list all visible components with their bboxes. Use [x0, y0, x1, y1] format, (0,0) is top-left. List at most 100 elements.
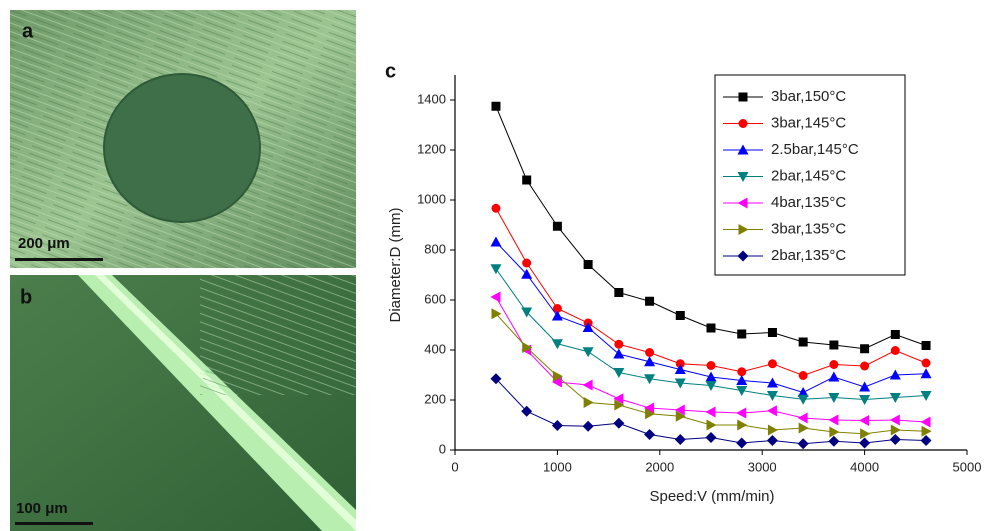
- marker: [889, 369, 901, 380]
- marker: [889, 434, 901, 445]
- marker: [737, 197, 748, 209]
- marker: [705, 432, 717, 443]
- marker: [674, 434, 686, 445]
- marker: [828, 371, 840, 382]
- x-axis-title: Speed:V (mm/min): [649, 488, 774, 505]
- marker: [552, 221, 562, 231]
- marker: [674, 364, 686, 374]
- legend-label: 2.5bar,145°C: [771, 141, 859, 158]
- marker: [613, 417, 625, 429]
- marker: [829, 340, 839, 350]
- marker: [644, 402, 655, 414]
- marker: [644, 429, 656, 440]
- x-tick-label: 5000: [953, 459, 982, 474]
- y-tick-label: 400: [424, 341, 446, 356]
- marker: [736, 386, 748, 396]
- marker: [705, 371, 717, 382]
- micrograph-b: b 100 μm: [10, 275, 356, 531]
- marker: [860, 428, 871, 440]
- marker: [614, 339, 624, 349]
- marker: [859, 381, 871, 392]
- marker: [552, 304, 562, 313]
- marker: [889, 414, 900, 426]
- marker: [889, 393, 901, 403]
- marker: [491, 203, 501, 213]
- legend-label: 3bar,145°C: [771, 114, 846, 131]
- marker: [737, 250, 749, 262]
- marker: [551, 339, 563, 350]
- marker: [644, 356, 656, 367]
- marker: [706, 419, 717, 431]
- marker: [522, 342, 533, 353]
- y-tick-label: 800: [424, 241, 446, 256]
- marker: [860, 361, 870, 371]
- marker: [645, 348, 655, 357]
- marker: [829, 426, 840, 438]
- marker: [491, 308, 502, 320]
- marker: [705, 406, 716, 418]
- x-tick-label: 1000: [543, 459, 572, 474]
- marker: [552, 370, 563, 382]
- marker: [490, 291, 501, 303]
- marker: [736, 407, 747, 419]
- marker: [859, 437, 871, 449]
- marker: [829, 360, 839, 369]
- marker: [798, 337, 808, 347]
- marker: [522, 175, 532, 185]
- scale-bar-label: 200 μm: [18, 235, 70, 252]
- marker: [706, 361, 716, 370]
- series-line: [495, 296, 927, 423]
- marker: [675, 410, 686, 422]
- marker: [766, 405, 777, 417]
- y-tick-label: 1400: [417, 91, 446, 106]
- marker: [767, 359, 777, 369]
- marker: [737, 329, 747, 339]
- marker: [614, 399, 625, 411]
- marker: [890, 424, 901, 436]
- marker: [737, 144, 749, 155]
- y-tick-label: 0: [439, 441, 446, 456]
- marker: [583, 260, 593, 269]
- marker: [797, 438, 809, 450]
- legend-label: 4bar,135°C: [771, 194, 846, 211]
- marker: [582, 347, 594, 358]
- y-tick-label: 600: [424, 291, 446, 306]
- marker: [797, 394, 809, 405]
- marker: [521, 405, 533, 417]
- marker: [920, 416, 931, 428]
- marker: [613, 368, 625, 378]
- marker: [738, 119, 748, 128]
- marker: [675, 311, 685, 320]
- marker: [674, 404, 685, 416]
- marker: [551, 310, 563, 321]
- marker: [645, 296, 655, 306]
- y-tick-label: 200: [424, 391, 446, 406]
- marker: [736, 437, 748, 449]
- marker: [706, 323, 716, 333]
- marker: [490, 373, 502, 385]
- marker: [738, 92, 748, 102]
- marker: [737, 172, 749, 182]
- panel-label: b: [20, 286, 32, 308]
- marker: [797, 412, 808, 424]
- legend-label: 3bar,150°C: [771, 88, 846, 105]
- marker: [797, 387, 809, 397]
- marker: [521, 307, 533, 318]
- marker: [920, 435, 932, 446]
- legend-label: 2bar,145°C: [771, 167, 846, 184]
- x-tick-label: 2000: [645, 459, 674, 474]
- marker: [920, 391, 932, 401]
- marker: [828, 393, 840, 403]
- marker: [582, 420, 594, 432]
- marker: [736, 375, 748, 385]
- marker: [920, 368, 932, 379]
- marker: [675, 359, 685, 369]
- marker: [859, 395, 871, 405]
- marker: [890, 330, 900, 339]
- x-tick-label: 0: [451, 459, 458, 474]
- marker: [645, 408, 656, 420]
- marker: [551, 420, 563, 431]
- marker: [674, 378, 686, 389]
- marker: [491, 101, 501, 111]
